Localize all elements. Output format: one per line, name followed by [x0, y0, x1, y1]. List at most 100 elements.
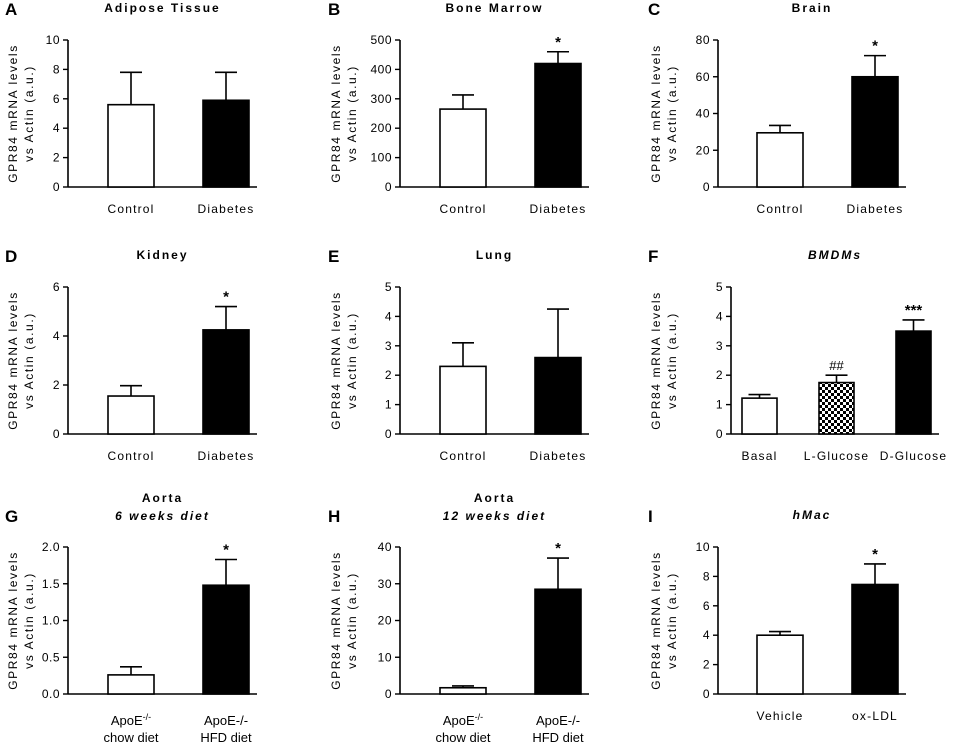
y-tick-label: 0 [53, 180, 60, 194]
y-tick-label: 200 [370, 121, 392, 135]
y-tick-label: 2.0 [42, 540, 60, 554]
x-category-label: Diabetes [847, 202, 904, 216]
y-tick-label: 2 [703, 658, 710, 672]
x-category-label: Control [107, 202, 154, 216]
y-tick-label: 20 [696, 143, 710, 157]
y-tick-label: 2 [53, 378, 60, 392]
x-category-label: Control [107, 449, 154, 463]
y-tick-label: 0.5 [42, 650, 60, 664]
y-axis-label: GPR84 mRNA levels [329, 551, 343, 690]
x-category-label: L-Glucose [804, 449, 870, 463]
y-tick-label: 10 [696, 540, 710, 554]
bar [202, 99, 250, 188]
y-tick-label: 80 [696, 33, 710, 47]
y-tick-label: 40 [378, 540, 392, 554]
significance-marker: * [223, 289, 229, 306]
y-tick-label: 8 [53, 62, 60, 76]
bar [741, 397, 778, 435]
bar [439, 365, 487, 435]
y-tick-label: 2 [716, 368, 723, 382]
y-axis-label: GPR84 mRNA levels [6, 44, 20, 183]
y-tick-label: 8 [703, 569, 710, 583]
y-tick-label: 4 [53, 329, 60, 343]
chart-title: Aorta [474, 491, 515, 505]
y-tick-label: 3 [385, 339, 392, 353]
chart-title: Bone Marrow [445, 1, 543, 15]
x-category-label: ApoE-/- [111, 712, 151, 728]
x-category-label: Diabetes [198, 449, 255, 463]
y-tick-label: 40 [696, 107, 710, 121]
y-axis-label: vs Actin (a.u.) [345, 572, 359, 669]
y-axis-label: GPR84 mRNA levels [6, 551, 20, 690]
y-tick-label: 1.5 [42, 577, 60, 591]
y-axis-label: GPR84 mRNA levels [649, 44, 663, 183]
x-category-label: Control [439, 202, 486, 216]
x-category-label: ox-LDL [852, 709, 898, 723]
significance-marker: * [555, 540, 561, 557]
bar [439, 108, 487, 188]
y-tick-label: 60 [696, 70, 710, 84]
bar [107, 103, 155, 188]
chart-title: Kidney [136, 248, 188, 262]
chart-title: Lung [476, 248, 513, 262]
y-axis-label: vs Actin (a.u.) [665, 65, 679, 162]
significance-marker: * [555, 34, 561, 51]
panel-letter: D [5, 247, 17, 266]
x-category-label: ApoE-/- [536, 713, 580, 728]
x-category-label: Basal [741, 449, 777, 463]
panel-e: E Lung GPR84 mRNA levels vs Actin (a.u.) 0 1 2… [328, 247, 589, 463]
bar [107, 674, 155, 695]
y-axis-label: GPR84 mRNA levels [329, 44, 343, 183]
y-tick-label: 1 [716, 398, 723, 412]
y-tick-label: 0 [385, 180, 392, 194]
panel-letter: C [648, 0, 660, 19]
bar [202, 329, 250, 435]
y-tick-label: 1 [385, 398, 392, 412]
y-axis-label: vs Actin (a.u.) [22, 312, 36, 409]
x-category-sublabel: chow diet [436, 730, 491, 744]
y-axis-label: GPR84 mRNA levels [649, 551, 663, 690]
y-tick-label: 0 [703, 687, 710, 701]
y-tick-label: 6 [53, 92, 60, 106]
y-tick-label: 400 [370, 62, 392, 76]
x-category-label: ApoE-/- [204, 713, 248, 728]
x-category-label: D-Glucose [880, 449, 947, 463]
y-tick-label: 0 [53, 427, 60, 441]
y-tick-label: 10 [378, 650, 392, 664]
bar [756, 634, 804, 695]
panel-h: H Aorta 12 weeks diet GPR84 mRNA levels vs A… [328, 491, 589, 744]
x-category-label: Control [756, 202, 803, 216]
bar [818, 381, 855, 435]
y-tick-label: 4 [703, 628, 710, 642]
y-axis-label: GPR84 mRNA levels [6, 291, 20, 430]
y-tick-label: 300 [370, 92, 392, 106]
chart-title: Aorta [142, 491, 183, 505]
panel-b: B Bone Marrow GPR84 mRNA levels vs Actin (a… [328, 0, 589, 216]
panel-letter: I [648, 507, 653, 526]
x-category-sublabel: HFD diet [532, 730, 584, 744]
panel-letter: G [5, 507, 18, 526]
panel-letter: H [328, 507, 340, 526]
y-axis-label: vs Actin (a.u.) [345, 65, 359, 162]
panel-g: G Aorta 6 weeks diet GPR84 mRNA levels vs Ac… [5, 491, 257, 744]
significance-marker: ## [829, 358, 844, 373]
y-tick-label: 0 [703, 180, 710, 194]
x-category-label: Diabetes [530, 202, 587, 216]
x-category-label: Diabetes [198, 202, 255, 216]
chart-title: Brain [792, 1, 833, 15]
y-tick-label: 0 [716, 427, 723, 441]
x-category-label: Vehicle [756, 709, 803, 723]
chart-subtitle: 6 weeks diet [115, 509, 210, 523]
panel-letter: A [5, 0, 17, 19]
panel-letter: F [648, 247, 658, 266]
y-tick-label: 2 [53, 151, 60, 165]
x-category-sublabel: chow diet [104, 730, 159, 744]
x-category-label: Control [439, 449, 486, 463]
chart-title: hMac [793, 508, 832, 522]
panel-f: F BMDMs GPR84 mRNA levels vs Actin (a.u.) 0 1… [648, 247, 947, 463]
y-tick-label: 5 [385, 280, 392, 294]
y-axis-label: vs Actin (a.u.) [345, 312, 359, 409]
y-tick-label: 0.0 [42, 687, 60, 701]
panel-letter: E [328, 247, 339, 266]
significance-marker: * [872, 546, 878, 563]
